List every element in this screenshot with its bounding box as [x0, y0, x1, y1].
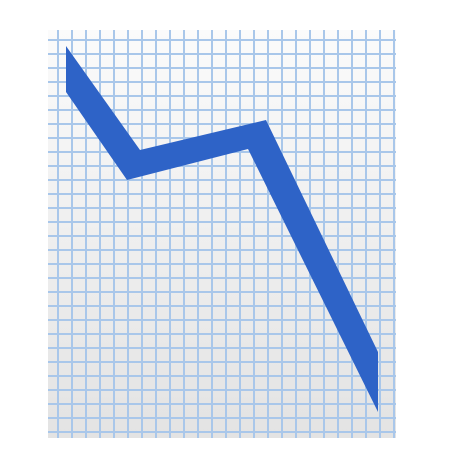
trend-line — [66, 46, 378, 412]
